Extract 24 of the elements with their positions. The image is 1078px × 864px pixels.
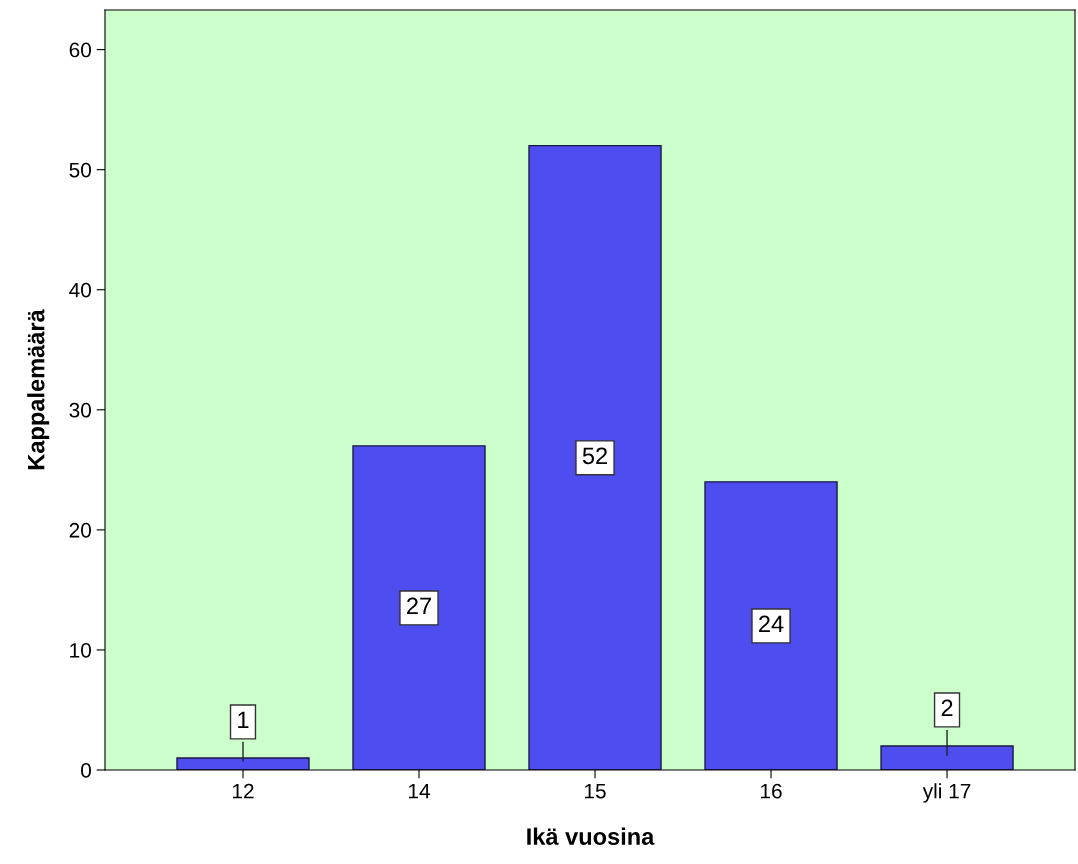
y-tick-label: 0 bbox=[81, 763, 91, 778]
x-tick-label: 12 bbox=[233, 783, 254, 799]
y-tick-label: 30 bbox=[69, 402, 91, 418]
x-tick-label: 15 bbox=[585, 783, 606, 799]
bar bbox=[704, 481, 838, 770]
bar bbox=[176, 757, 310, 770]
data-label: 27 bbox=[407, 597, 431, 615]
bar bbox=[880, 745, 1014, 770]
data-label: 24 bbox=[759, 615, 784, 633]
x-axis-title: Ikä vuosina bbox=[527, 827, 655, 845]
y-tick-label: 40 bbox=[69, 282, 91, 298]
y-tick-label: 20 bbox=[69, 522, 91, 538]
x-tick-label: 16 bbox=[761, 783, 782, 799]
bar bbox=[352, 445, 486, 770]
data-label: 2 bbox=[941, 699, 953, 717]
y-axis-title: Kappalemäärä bbox=[27, 309, 50, 470]
data-label: 52 bbox=[582, 447, 607, 465]
bar bbox=[528, 144, 662, 770]
y-tick-label: 10 bbox=[70, 642, 91, 658]
x-tick-label: 14 bbox=[409, 783, 430, 799]
data-label: 1 bbox=[238, 711, 249, 729]
x-tick-label: yli 17 bbox=[922, 783, 971, 803]
y-tick-label: 60 bbox=[69, 42, 91, 58]
y-tick-label: 50 bbox=[69, 162, 91, 178]
